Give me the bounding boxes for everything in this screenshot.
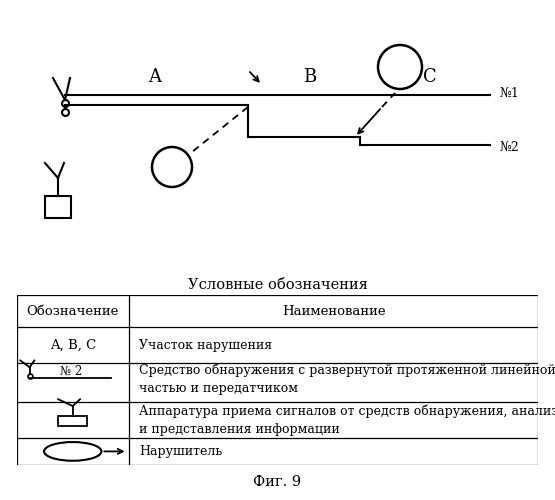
Text: Участок нарушения: Участок нарушения [139, 338, 273, 351]
Text: Аппаратура приема сигналов от средств обнаружения, анализа
и представления инфор: Аппаратура приема сигналов от средств об… [139, 404, 555, 436]
Text: Средство обнаружения с развернутой протяженной линейной
частью и передатчиком: Средство обнаружения с развернутой протя… [139, 364, 555, 395]
Text: A: A [149, 68, 162, 86]
Text: Наименование: Наименование [282, 304, 385, 318]
Bar [45, 196, 71, 218]
Text: №2: №2 [500, 140, 519, 153]
Text: Нарушитель: Нарушитель [139, 445, 223, 458]
Text: Условные обозначения: Условные обозначения [188, 278, 367, 292]
Text: A, B, C: A, B, C [49, 338, 96, 351]
Bar [58, 416, 87, 426]
Text: Обозначение: Обозначение [27, 304, 119, 318]
Text: № 2: № 2 [60, 365, 83, 378]
Text: Фиг. 9: Фиг. 9 [254, 476, 301, 490]
Text: №1: №1 [500, 86, 520, 100]
Text: B: B [304, 68, 316, 86]
Text: C: C [423, 68, 437, 86]
